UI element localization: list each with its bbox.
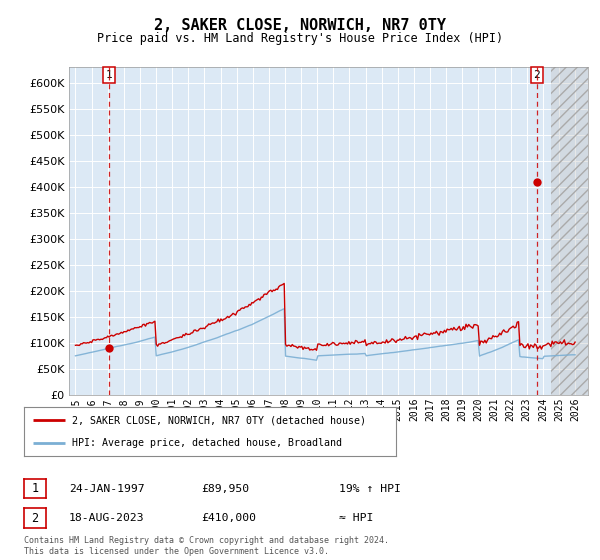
Text: £89,950: £89,950 <box>201 484 249 494</box>
Text: 2, SAKER CLOSE, NORWICH, NR7 0TY (detached house): 2, SAKER CLOSE, NORWICH, NR7 0TY (detach… <box>73 416 367 426</box>
Bar <box>551 67 588 395</box>
Text: 2, SAKER CLOSE, NORWICH, NR7 0TY: 2, SAKER CLOSE, NORWICH, NR7 0TY <box>154 18 446 33</box>
Text: 2: 2 <box>533 70 540 80</box>
Text: £410,000: £410,000 <box>201 513 256 523</box>
Bar <box>551 67 588 395</box>
Text: Contains HM Land Registry data © Crown copyright and database right 2024.
This d: Contains HM Land Registry data © Crown c… <box>24 536 389 556</box>
Text: Price paid vs. HM Land Registry's House Price Index (HPI): Price paid vs. HM Land Registry's House … <box>97 32 503 45</box>
Text: 19% ↑ HPI: 19% ↑ HPI <box>339 484 401 494</box>
Text: 24-JAN-1997: 24-JAN-1997 <box>69 484 145 494</box>
Text: 2: 2 <box>31 511 38 525</box>
Text: 18-AUG-2023: 18-AUG-2023 <box>69 513 145 523</box>
Text: ≈ HPI: ≈ HPI <box>339 513 373 523</box>
Text: 1: 1 <box>31 482 38 496</box>
Text: 1: 1 <box>106 70 112 80</box>
Text: HPI: Average price, detached house, Broadland: HPI: Average price, detached house, Broa… <box>73 438 343 448</box>
